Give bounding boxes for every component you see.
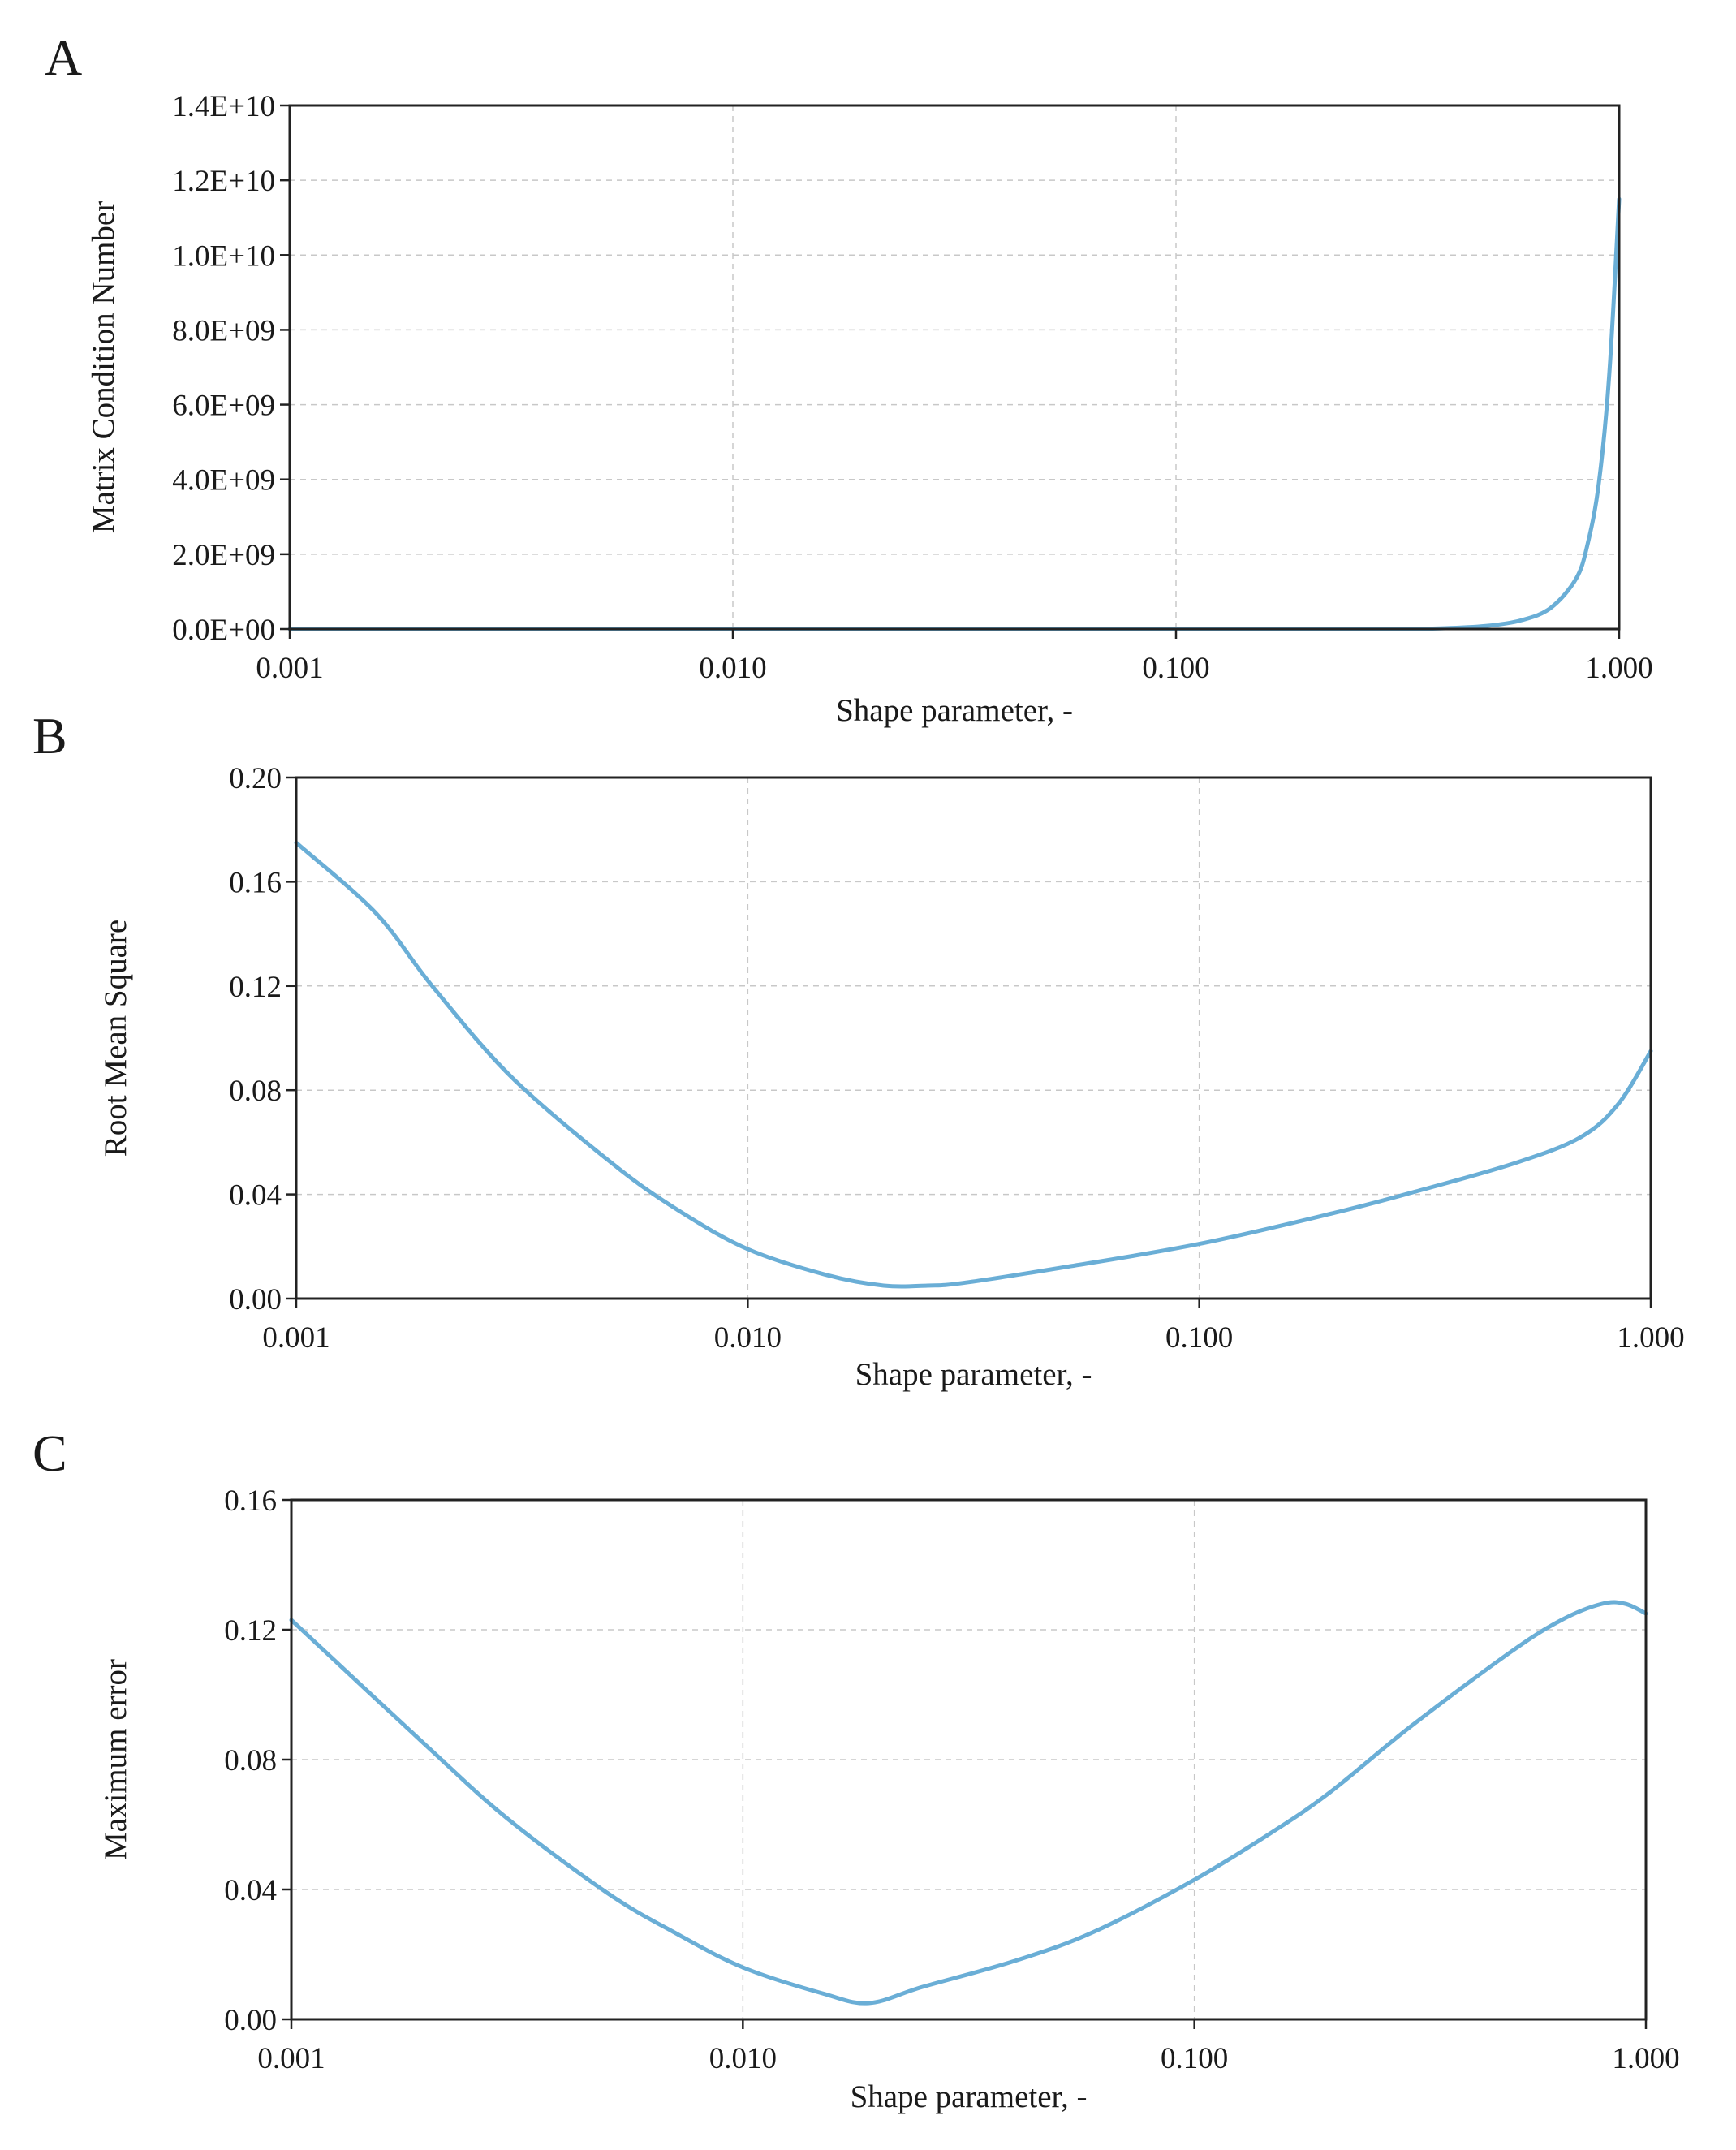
y-tick-label: 0.0E+00 <box>172 614 275 647</box>
x-tick-label: 0.001 <box>256 652 323 685</box>
x-axis-label: Shape parameter, - <box>836 693 1073 728</box>
data-series-line <box>287 196 1622 631</box>
chart-panel-c: 0.00 0.04 0.08 0.12 0.16 0.001 0.010 0.100 1.000… <box>32 1424 1680 2114</box>
chart-panel-a: 0.0E+00 2.0E+09 4.0E+09 6.0E+09 8.0E+09 1.0E+… <box>45 28 1653 728</box>
y-tick-label: 0.08 <box>224 1744 277 1777</box>
x-tick-label: 0.010 <box>709 2042 777 2075</box>
y-tick-label: 8.0E+09 <box>172 314 275 347</box>
y-tick-label: 0.04 <box>224 1874 277 1907</box>
y-tick-label: 1.2E+10 <box>172 165 275 198</box>
x-tick-label: 1.000 <box>1585 652 1652 685</box>
x-axis-label: Shape parameter, - <box>851 2079 1088 2114</box>
y-tick-label: 0.00 <box>229 1283 282 1316</box>
y-tick-label: 4.0E+09 <box>172 464 275 498</box>
y-tick-label: 0.16 <box>229 866 282 899</box>
panel-label: B <box>32 707 67 765</box>
y-tick-label: 0.20 <box>229 762 282 795</box>
plot-frame <box>295 776 1652 1300</box>
y-tick-label: 1.4E+10 <box>172 90 275 123</box>
y-tick-label: 2.0E+09 <box>172 539 275 572</box>
x-axis-label: Shape parameter, - <box>855 1357 1092 1392</box>
y-tick-label: 0.16 <box>224 1484 277 1518</box>
x-tick-label: 0.010 <box>699 652 766 685</box>
plot-frame <box>288 104 1621 631</box>
y-tick-label: 1.0E+10 <box>172 239 275 273</box>
y-tick-label: 6.0E+09 <box>172 390 275 423</box>
x-tick-label: 0.100 <box>1161 2042 1228 2075</box>
y-tick-label: 0.00 <box>224 2004 277 2037</box>
x-tick-label: 1.000 <box>1612 2042 1679 2075</box>
x-tick-label: 0.100 <box>1142 652 1209 685</box>
y-axis-label: Maximum error <box>98 1659 133 1860</box>
panel-label: A <box>45 28 82 86</box>
x-tick-label: 0.100 <box>1165 1321 1233 1355</box>
y-axis-label: Matrix Condition Number <box>86 201 121 533</box>
y-tick-label: 0.08 <box>229 1075 282 1108</box>
data-series-line <box>294 840 1653 1289</box>
y-tick-label: 0.12 <box>224 1614 277 1648</box>
y-axis-label: Root Mean Square <box>98 920 133 1157</box>
x-tick-label: 0.001 <box>257 2042 325 2075</box>
x-tick-label: 1.000 <box>1617 1321 1684 1355</box>
y-tick-label: 0.12 <box>229 971 282 1004</box>
data-series-line <box>289 1600 1648 2006</box>
x-tick-label: 0.010 <box>714 1321 782 1355</box>
y-tick-label: 0.04 <box>229 1179 282 1213</box>
chart-panel-b: 0.00 0.04 0.08 0.12 0.16 0.20 0.001 0.010 0.100 1… <box>32 707 1685 1392</box>
panel-label: C <box>32 1424 67 1482</box>
x-tick-label: 0.001 <box>262 1321 330 1355</box>
